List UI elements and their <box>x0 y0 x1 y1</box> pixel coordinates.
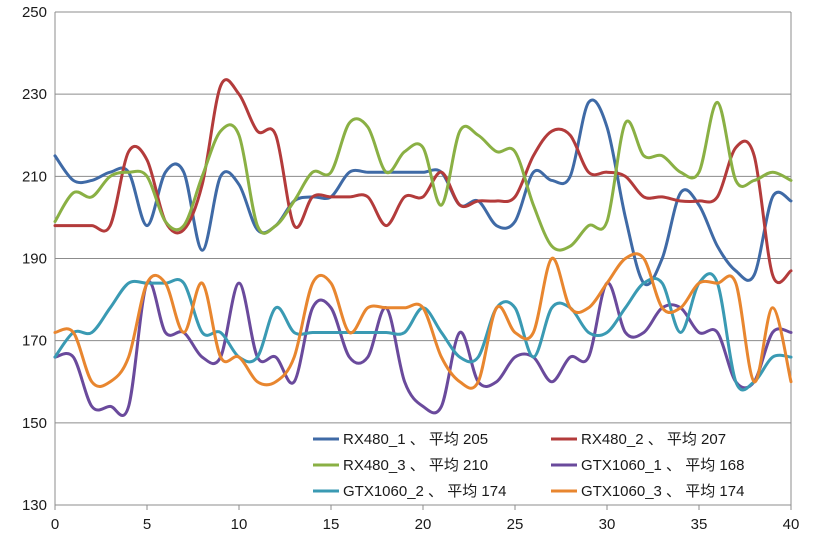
x-tick-label: 20 <box>415 516 432 533</box>
y-tick-label: 170 <box>22 333 47 350</box>
x-tick-label: 15 <box>323 516 340 533</box>
y-axis-ticks: 130 150 170 190 210 230 250 <box>22 4 47 514</box>
gridlines <box>54 11 792 506</box>
y-tick-label: 190 <box>22 251 47 268</box>
series-line-1 <box>53 78 793 284</box>
series-lines <box>53 78 793 417</box>
legend-label-4: GTX1060_2 、 平均 174 <box>343 483 506 500</box>
y-tick-label: 130 <box>22 497 47 514</box>
x-tick-label: 5 <box>143 516 151 533</box>
legend-label-5: GTX1060_3 、 平均 174 <box>581 483 744 500</box>
legend: RX480_1 、 平均 205 RX480_2 、 平均 207 RX480_3 … <box>313 431 744 500</box>
x-tick-label: 40 <box>783 516 800 533</box>
y-tick-label: 230 <box>22 86 47 103</box>
legend-label-3: GTX1060_1 、 平均 168 <box>581 457 744 474</box>
y-tick-label: 150 <box>22 415 47 432</box>
y-tick-label: 210 <box>22 168 47 185</box>
y-tick-label: 250 <box>22 4 47 21</box>
series-line-2 <box>53 100 793 252</box>
x-tick-label: 10 <box>231 516 248 533</box>
legend-label-1: RX480_2 、 平均 207 <box>581 431 726 448</box>
legend-label-0: RX480_1 、 平均 205 <box>343 431 488 448</box>
x-axis-ticks: 0 5 10 15 20 25 30 35 40 <box>51 505 800 533</box>
x-tick-label: 0 <box>51 516 59 533</box>
x-tick-label: 25 <box>507 516 524 533</box>
series-line-0 <box>53 98 793 287</box>
x-tick-label: 30 <box>599 516 616 533</box>
x-tick-label: 35 <box>691 516 708 533</box>
legend-label-2: RX480_3 、 平均 210 <box>343 457 488 474</box>
series-line-5 <box>53 252 793 390</box>
